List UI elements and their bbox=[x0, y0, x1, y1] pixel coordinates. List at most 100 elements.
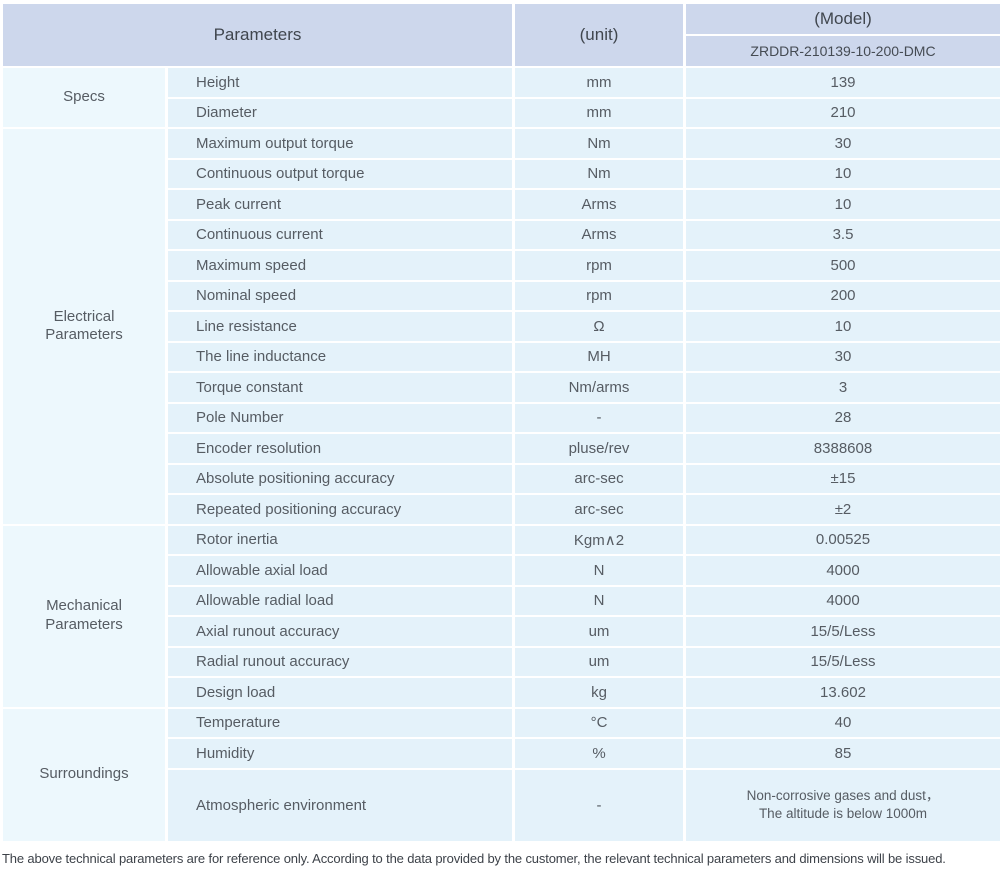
unit-cell: Ω bbox=[512, 310, 686, 343]
table-row: Allowable radial load N 4000 bbox=[2, 584, 1000, 617]
parameter-name-cell: Rotor inertia bbox=[165, 523, 515, 556]
value-cell: 30 bbox=[683, 340, 1000, 373]
table-row: Specs Height mm 139 bbox=[0, 66, 1000, 129]
unit-cell: % bbox=[512, 737, 686, 770]
table-row: Line resistance Ω 10 bbox=[2, 310, 1000, 343]
value-cell: 13.602 bbox=[683, 676, 1000, 709]
value-cell: 200 bbox=[683, 279, 1000, 312]
value-cell: 8388608 bbox=[683, 432, 1000, 465]
unit-cell: mm bbox=[512, 66, 686, 99]
value-cell: 15/5/Less bbox=[683, 645, 1000, 678]
category-cell: Specs bbox=[0, 66, 168, 129]
parameter-name-cell: Peak current bbox=[165, 188, 515, 221]
value-cell: 139 bbox=[683, 66, 1000, 99]
value-cell: 0.00525 bbox=[683, 523, 1000, 556]
parameter-name-cell: Axial runout accuracy bbox=[165, 615, 515, 648]
unit-cell: kg bbox=[512, 676, 686, 709]
value-cell: 210 bbox=[683, 96, 1000, 129]
table-row: Axial runout accuracy um 15/5/Less bbox=[2, 615, 1000, 648]
table-row: The line inductance MH 30 bbox=[2, 340, 1000, 373]
unit-cell: Kgm∧2 bbox=[512, 523, 686, 556]
parameter-name-cell: Repeated positioning accuracy bbox=[165, 493, 515, 526]
table-row: Torque constant Nm/arms 3 bbox=[2, 371, 1000, 404]
table-row: Diameter mm 210 bbox=[2, 96, 1000, 129]
unit-cell: Arms bbox=[512, 218, 686, 251]
value-cell: 30 bbox=[683, 127, 1000, 160]
value-cell: 10 bbox=[683, 310, 1000, 343]
unit-cell: N bbox=[512, 584, 686, 617]
unit-cell: arc-sec bbox=[512, 493, 686, 526]
value-cell: 3.5 bbox=[683, 218, 1000, 251]
spec-table: Parameters (unit) (Model) ZRDDR-210139-1… bbox=[0, 2, 1000, 843]
table-row: Design load kg 13.602 bbox=[2, 676, 1000, 709]
parameter-name-cell: Atmospheric environment bbox=[165, 767, 515, 843]
unit-cell: um bbox=[512, 645, 686, 678]
value-line: Non-corrosive gases and dust， bbox=[746, 787, 940, 803]
table-row: Absolute positioning accuracy arc-sec ±15 bbox=[2, 462, 1000, 495]
table-row: Allowable axial load N 4000 bbox=[2, 554, 1000, 587]
parameter-name-cell: Design load bbox=[165, 676, 515, 709]
table-row: Encoder resolution pluse/rev 8388608 bbox=[2, 432, 1000, 465]
unit-cell: arc-sec bbox=[512, 462, 686, 495]
parameter-name-cell: Radial runout accuracy bbox=[165, 645, 515, 678]
parameter-name-cell: Allowable radial load bbox=[165, 584, 515, 617]
header-row-2: ZRDDR-210139-10-200-DMC bbox=[2, 34, 1000, 68]
value-line: The altitude is below 1000m bbox=[758, 806, 928, 821]
unit-cell: pluse/rev bbox=[512, 432, 686, 465]
parameter-name-cell: The line inductance bbox=[165, 340, 515, 373]
value-cell: 4000 bbox=[683, 584, 1000, 617]
value-cell: Non-corrosive gases and dust， The altitud… bbox=[683, 767, 1000, 843]
unit-cell: Nm bbox=[512, 127, 686, 160]
table-row: Continuous output torque Nm 10 bbox=[2, 157, 1000, 190]
value-cell: 4000 bbox=[683, 554, 1000, 587]
table-row: Electrical Parameters Maximum output torq… bbox=[0, 127, 1000, 526]
spec-table-header: Parameters (unit) (Model) ZRDDR-210139-1… bbox=[0, 2, 1000, 68]
unit-cell: rpm bbox=[512, 279, 686, 312]
unit-cell: N bbox=[512, 554, 686, 587]
parameter-name-cell: Allowable axial load bbox=[165, 554, 515, 587]
unit-cell: mm bbox=[512, 96, 686, 129]
table-row: Atmospheric environment - Non-corrosive ga… bbox=[2, 767, 1000, 843]
unit-cell: - bbox=[512, 767, 686, 843]
parameter-name-cell: Encoder resolution bbox=[165, 432, 515, 465]
unit-cell: °C bbox=[512, 706, 686, 739]
table-row: Maximum speed rpm 500 bbox=[2, 249, 1000, 282]
header-parameters: Parameters bbox=[0, 2, 515, 68]
header-row-1: Parameters (unit) (Model) bbox=[0, 2, 1000, 68]
value-cell: 3 bbox=[683, 371, 1000, 404]
unit-cell: MH bbox=[512, 340, 686, 373]
table-row: Peak current Arms 10 bbox=[2, 188, 1000, 221]
parameter-name-cell: Pole Number bbox=[165, 401, 515, 434]
value-cell: 15/5/Less bbox=[683, 615, 1000, 648]
category-cell: Surroundings bbox=[0, 706, 168, 843]
value-cell: ±15 bbox=[683, 462, 1000, 495]
value-cell: 10 bbox=[683, 188, 1000, 221]
table-row: Surroundings Temperature °C 40 bbox=[0, 706, 1000, 843]
value-cell: 500 bbox=[683, 249, 1000, 282]
parameter-name-cell: Continuous current bbox=[165, 218, 515, 251]
category-cell: Mechanical Parameters bbox=[0, 523, 168, 709]
parameter-name-cell: Line resistance bbox=[165, 310, 515, 343]
value-cell: 40 bbox=[683, 706, 1000, 739]
parameter-name-cell: Height bbox=[165, 66, 515, 99]
table-row: Mechanical Parameters Rotor inertia Kgm∧2 0… bbox=[0, 523, 1000, 709]
parameter-name-cell: Nominal speed bbox=[165, 279, 515, 312]
value-cell: ±2 bbox=[683, 493, 1000, 526]
value-cell: 28 bbox=[683, 401, 1000, 434]
parameter-name-cell: Absolute positioning accuracy bbox=[165, 462, 515, 495]
header-model: (Model) bbox=[683, 2, 1000, 36]
parameter-name-cell: Humidity bbox=[165, 737, 515, 770]
footer-note: The above technical parameters are for r… bbox=[2, 850, 946, 866]
value-cell: 10 bbox=[683, 157, 1000, 190]
table-row: Repeated positioning accuracy arc-sec ±2 bbox=[2, 493, 1000, 526]
unit-cell: Nm bbox=[512, 157, 686, 190]
header-unit: (unit) bbox=[512, 2, 686, 68]
parameter-name-cell: Diameter bbox=[165, 96, 515, 129]
parameter-name-cell: Maximum output torque bbox=[165, 127, 515, 160]
unit-cell: rpm bbox=[512, 249, 686, 282]
unit-cell: - bbox=[512, 401, 686, 434]
unit-cell: um bbox=[512, 615, 686, 648]
table-row: Radial runout accuracy um 15/5/Less bbox=[2, 645, 1000, 678]
unit-cell: Nm/arms bbox=[512, 371, 686, 404]
